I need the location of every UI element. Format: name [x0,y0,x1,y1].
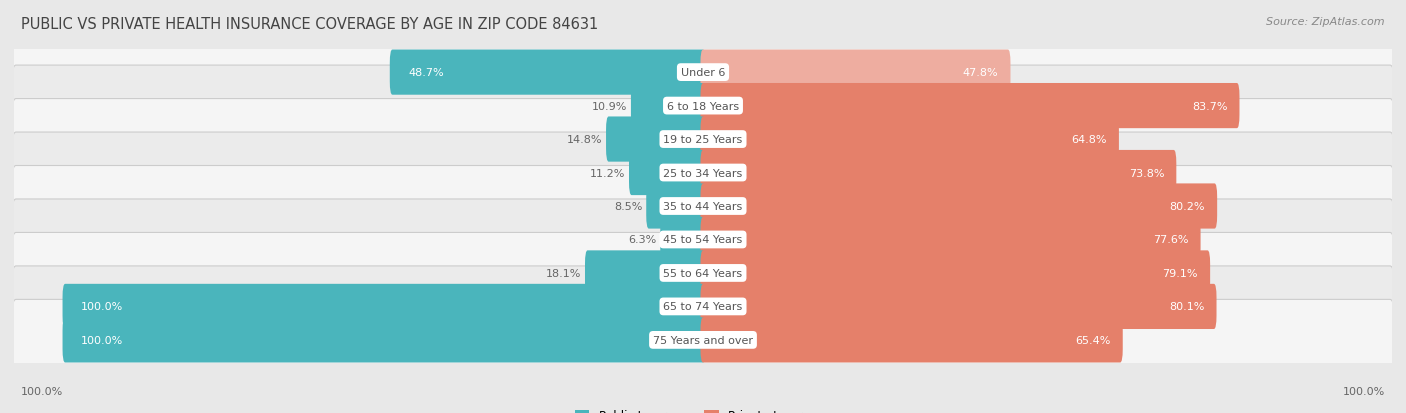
Text: 64.8%: 64.8% [1071,135,1107,145]
FancyBboxPatch shape [11,300,1395,380]
Text: 14.8%: 14.8% [567,135,602,145]
FancyBboxPatch shape [585,251,706,296]
FancyBboxPatch shape [11,199,1395,280]
Text: 73.8%: 73.8% [1129,168,1164,178]
Text: 35 to 44 Years: 35 to 44 Years [664,202,742,211]
FancyBboxPatch shape [700,117,1119,162]
FancyBboxPatch shape [11,233,1395,314]
Text: 6.3%: 6.3% [628,235,657,245]
Text: 45 to 54 Years: 45 to 54 Years [664,235,742,245]
FancyBboxPatch shape [700,84,1240,129]
FancyBboxPatch shape [11,166,1395,247]
Legend: Public Insurance, Private Insurance: Public Insurance, Private Insurance [571,404,835,413]
Text: 65.4%: 65.4% [1076,335,1111,345]
FancyBboxPatch shape [62,284,706,329]
Text: 48.7%: 48.7% [408,68,444,78]
Text: 18.1%: 18.1% [546,268,581,278]
Text: 55 to 64 Years: 55 to 64 Years [664,268,742,278]
FancyBboxPatch shape [389,50,706,95]
Text: Under 6: Under 6 [681,68,725,78]
Text: 47.8%: 47.8% [963,68,998,78]
Text: 19 to 25 Years: 19 to 25 Years [664,135,742,145]
FancyBboxPatch shape [661,217,706,262]
FancyBboxPatch shape [700,318,1123,363]
Text: 100.0%: 100.0% [21,387,63,396]
FancyBboxPatch shape [700,217,1201,262]
Text: 25 to 34 Years: 25 to 34 Years [664,168,742,178]
FancyBboxPatch shape [62,318,706,363]
FancyBboxPatch shape [700,284,1216,329]
FancyBboxPatch shape [628,151,706,196]
FancyBboxPatch shape [11,266,1395,347]
Text: 80.2%: 80.2% [1170,202,1205,211]
Text: 10.9%: 10.9% [592,101,627,112]
FancyBboxPatch shape [11,66,1395,147]
FancyBboxPatch shape [11,133,1395,214]
FancyBboxPatch shape [606,117,706,162]
FancyBboxPatch shape [700,151,1177,196]
Text: 100.0%: 100.0% [82,335,124,345]
Text: 65 to 74 Years: 65 to 74 Years [664,301,742,312]
FancyBboxPatch shape [647,184,706,229]
Text: 83.7%: 83.7% [1192,101,1227,112]
Text: 100.0%: 100.0% [82,301,124,312]
Text: 75 Years and over: 75 Years and over [652,335,754,345]
Text: 80.1%: 80.1% [1168,301,1205,312]
Text: Source: ZipAtlas.com: Source: ZipAtlas.com [1267,17,1385,26]
Text: 6 to 18 Years: 6 to 18 Years [666,101,740,112]
Text: 77.6%: 77.6% [1153,235,1188,245]
FancyBboxPatch shape [700,50,1011,95]
FancyBboxPatch shape [700,184,1218,229]
Text: 11.2%: 11.2% [589,168,626,178]
Text: 79.1%: 79.1% [1163,268,1198,278]
FancyBboxPatch shape [631,84,706,129]
Text: 100.0%: 100.0% [1343,387,1385,396]
Text: PUBLIC VS PRIVATE HEALTH INSURANCE COVERAGE BY AGE IN ZIP CODE 84631: PUBLIC VS PRIVATE HEALTH INSURANCE COVER… [21,17,599,31]
FancyBboxPatch shape [11,99,1395,180]
FancyBboxPatch shape [11,33,1395,113]
Text: 8.5%: 8.5% [614,202,643,211]
FancyBboxPatch shape [700,251,1211,296]
